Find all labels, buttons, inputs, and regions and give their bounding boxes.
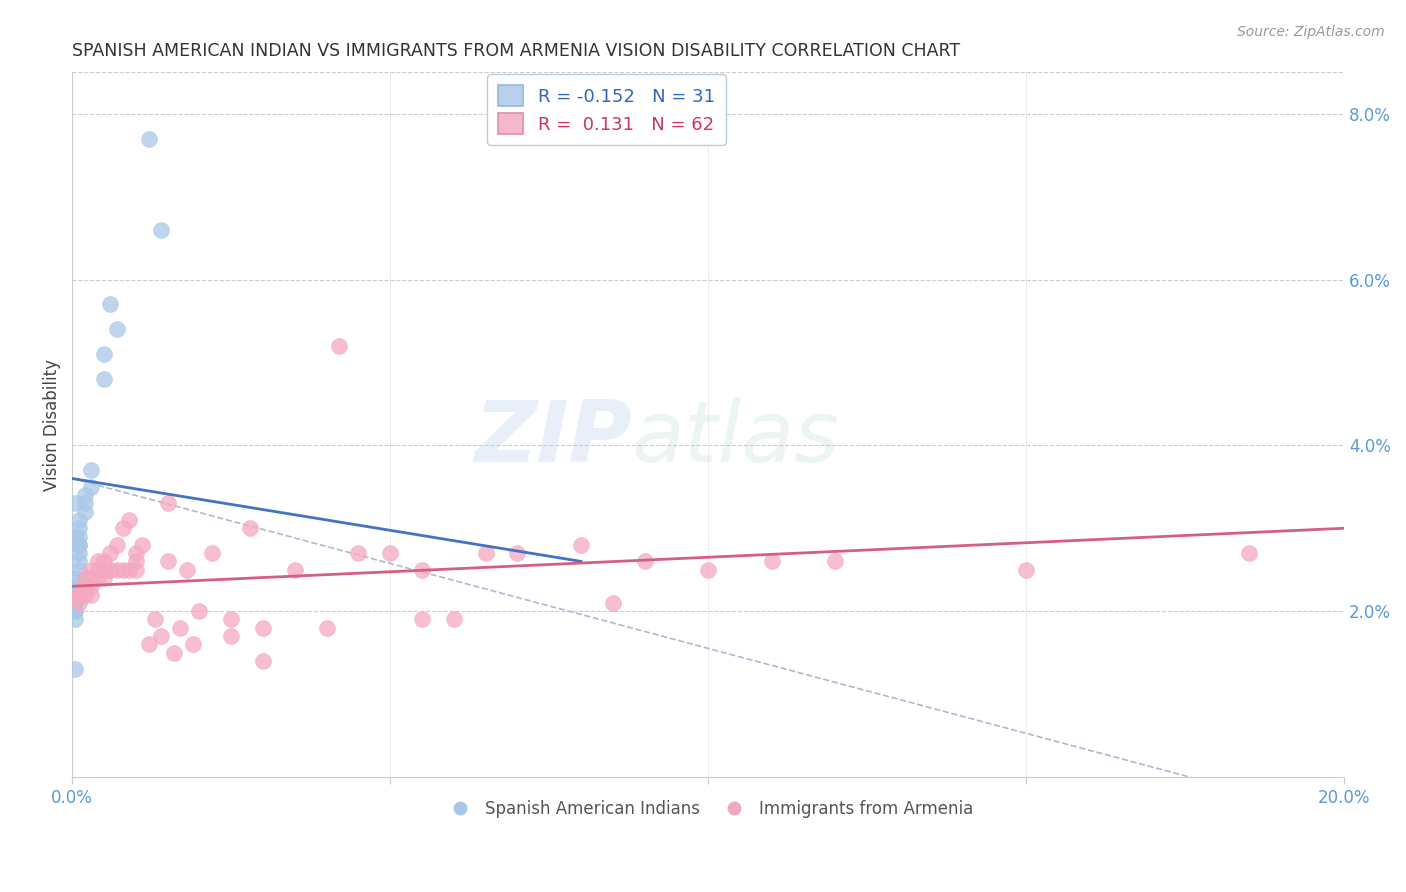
Point: [105, 538, 128, 552]
Point: [80, 579, 103, 593]
Text: atlas: atlas: [631, 397, 839, 480]
Point: [67, 521, 90, 535]
Point: [125, 563, 148, 577]
Point: [80, 480, 103, 494]
Text: ZIP: ZIP: [474, 397, 631, 480]
Point: [93, 347, 115, 361]
Point: [1015, 563, 1038, 577]
Point: [100, 563, 122, 577]
Point: [73, 496, 96, 510]
Point: [80, 563, 103, 577]
Point: [86, 563, 108, 577]
Point: [112, 563, 135, 577]
Point: [169, 621, 191, 635]
Point: [150, 223, 173, 237]
Point: [73, 579, 96, 593]
Point: [65, 612, 87, 626]
Point: [347, 546, 370, 560]
Point: [506, 546, 529, 560]
Point: [80, 571, 103, 585]
Point: [219, 629, 242, 643]
Point: [65, 579, 87, 593]
Point: [67, 588, 90, 602]
Text: Source: ZipAtlas.com: Source: ZipAtlas.com: [1237, 25, 1385, 39]
Point: [252, 621, 274, 635]
Point: [411, 563, 433, 577]
Point: [67, 538, 90, 552]
Point: [65, 588, 87, 602]
Point: [201, 546, 224, 560]
Point: [65, 604, 87, 618]
Point: [252, 654, 274, 668]
Point: [73, 571, 96, 585]
Point: [65, 596, 87, 610]
Point: [474, 546, 496, 560]
Point: [181, 637, 204, 651]
Point: [65, 529, 87, 543]
Point: [73, 588, 96, 602]
Point: [118, 563, 141, 577]
Point: [65, 571, 87, 585]
Point: [67, 538, 90, 552]
Point: [93, 554, 115, 568]
Point: [100, 297, 122, 311]
Point: [65, 588, 87, 602]
Point: [105, 322, 128, 336]
Point: [73, 488, 96, 502]
Point: [73, 505, 96, 519]
Point: [697, 563, 720, 577]
Point: [602, 596, 624, 610]
Point: [100, 546, 122, 560]
Point: [125, 554, 148, 568]
Point: [150, 629, 173, 643]
Point: [1237, 546, 1260, 560]
Point: [67, 513, 90, 527]
Point: [315, 621, 337, 635]
Point: [80, 588, 103, 602]
Point: [112, 521, 135, 535]
Point: [125, 546, 148, 560]
Point: [411, 612, 433, 626]
Point: [86, 571, 108, 585]
Text: SPANISH AMERICAN INDIAN VS IMMIGRANTS FROM ARMENIA VISION DISABILITY CORRELATION: SPANISH AMERICAN INDIAN VS IMMIGRANTS FR…: [72, 42, 960, 60]
Point: [824, 554, 846, 568]
Point: [65, 604, 87, 618]
Point: [67, 546, 90, 560]
Point: [118, 513, 141, 527]
Point: [761, 554, 783, 568]
Point: [86, 554, 108, 568]
Legend: Spanish American Indians, Immigrants from Armenia: Spanish American Indians, Immigrants fro…: [437, 794, 980, 825]
Point: [67, 588, 90, 602]
Point: [239, 521, 262, 535]
Point: [380, 546, 402, 560]
Point: [93, 372, 115, 386]
Point: [131, 538, 153, 552]
Point: [156, 496, 179, 510]
Point: [80, 463, 103, 477]
Point: [65, 596, 87, 610]
Point: [188, 604, 211, 618]
Point: [284, 563, 307, 577]
Y-axis label: Vision Disability: Vision Disability: [44, 359, 60, 491]
Point: [93, 571, 115, 585]
Point: [93, 563, 115, 577]
Point: [569, 538, 592, 552]
Point: [219, 612, 242, 626]
Point: [443, 612, 465, 626]
Point: [138, 637, 160, 651]
Point: [143, 612, 166, 626]
Point: [67, 563, 90, 577]
Point: [633, 554, 655, 568]
Point: [138, 132, 160, 146]
Point: [65, 496, 87, 510]
Point: [163, 646, 186, 660]
Point: [105, 563, 128, 577]
Point: [176, 563, 198, 577]
Point: [67, 529, 90, 543]
Point: [328, 339, 350, 353]
Point: [65, 662, 87, 676]
Point: [67, 596, 90, 610]
Point: [67, 554, 90, 568]
Point: [156, 554, 179, 568]
